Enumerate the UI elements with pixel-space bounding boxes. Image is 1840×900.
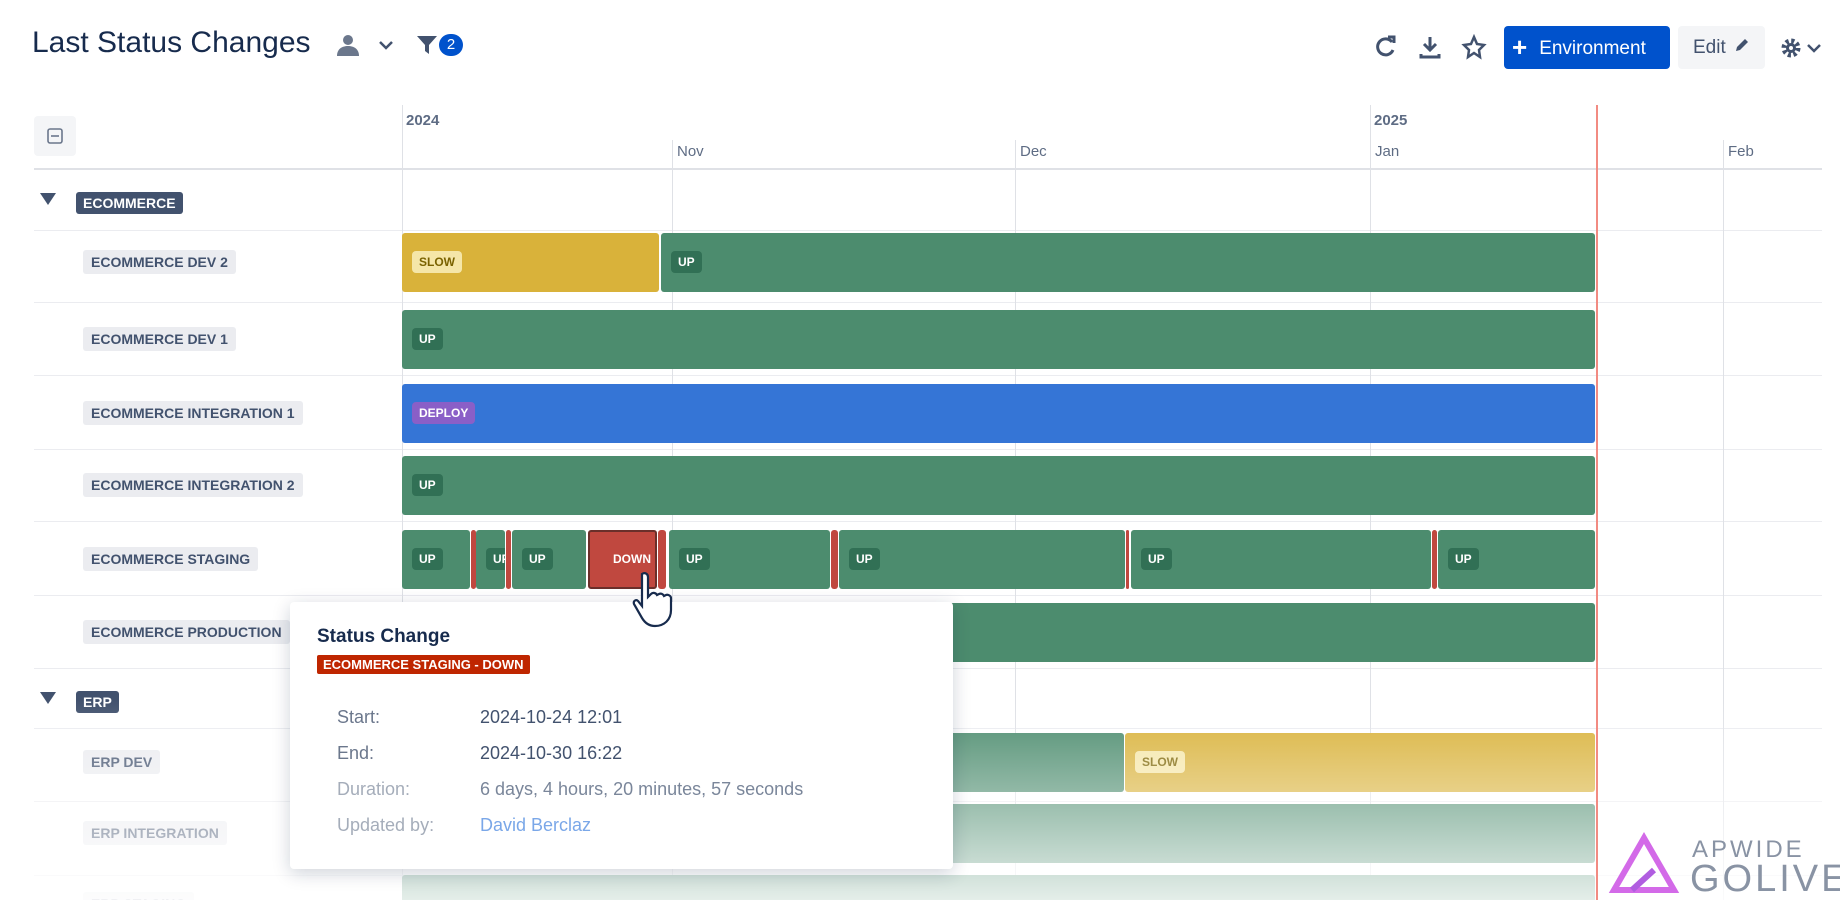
group-label: ECOMMERCE: [76, 192, 183, 214]
month-label: Dec: [1020, 143, 1047, 160]
status-bar[interactable]: [402, 875, 1595, 900]
hand-cursor: [632, 572, 673, 628]
row-label: ERP INTEGRATION: [83, 821, 227, 845]
row-divider: [34, 521, 1822, 522]
settings-icon[interactable]: [1780, 36, 1830, 60]
logo-top: APWIDE: [1692, 836, 1805, 863]
status-bar[interactable]: [1432, 530, 1437, 589]
status-bar[interactable]: SLOW: [402, 233, 659, 292]
status-bar[interactable]: UP: [839, 530, 1125, 589]
status-bar[interactable]: UP: [669, 530, 830, 589]
pencil-icon: [1735, 39, 1748, 51]
logo-bottom: GOLIVE: [1690, 858, 1840, 900]
plus-icon: +: [1512, 32, 1528, 62]
people-icon[interactable]: [332, 32, 402, 60]
row-label: ERP DEV: [83, 750, 161, 774]
filter-count: 2: [439, 34, 463, 56]
year-label: 2025: [1374, 112, 1408, 129]
status-badge: UP: [412, 474, 443, 496]
row-label: ECOMMERCE DEV 2: [83, 250, 236, 274]
field-label: Start:: [337, 707, 381, 727]
status-badge: SLOW: [1135, 751, 1185, 773]
tooltip-tag: ECOMMERCE STAGING - DOWN: [317, 655, 530, 674]
month-label: Nov: [677, 143, 704, 160]
month-line: [1370, 140, 1371, 900]
row-label: ECOMMERCE INTEGRATION 2: [83, 473, 303, 497]
status-badge: UP: [522, 548, 553, 570]
status-badge: UP: [679, 548, 710, 570]
month-label: Feb: [1728, 143, 1754, 160]
tooltip-title: Status Change: [317, 626, 451, 647]
status-bar[interactable]: UP: [1438, 530, 1595, 589]
row-divider: [34, 230, 1822, 231]
status-bar[interactable]: DEPLOY: [402, 384, 1595, 443]
field-value[interactable]: David Berclaz: [480, 815, 592, 835]
status-bar[interactable]: [506, 530, 511, 589]
field-label: Updated by:: [337, 815, 435, 835]
row-label: ECOMMERCE INTEGRATION 1: [83, 401, 303, 425]
status-bar[interactable]: UP: [402, 310, 1595, 369]
row-label: ERP STAGING: [83, 892, 195, 900]
group-toggle[interactable]: [40, 193, 56, 205]
status-bar[interactable]: [471, 530, 476, 589]
edit-label: Edit: [1693, 37, 1726, 58]
month-line: [672, 140, 673, 900]
header-divider: [34, 168, 1822, 170]
status-bar[interactable]: UP: [476, 530, 505, 589]
field-label: Duration:: [337, 779, 411, 799]
field-value: 6 days, 4 hours, 20 minutes, 57 seconds: [480, 779, 804, 799]
environment-label: Environment: [1539, 38, 1646, 59]
page-title: Last Status Changes: [32, 26, 311, 59]
status-bar[interactable]: SLOW: [1125, 733, 1595, 792]
field-label: End:: [337, 743, 375, 763]
edit-button[interactable]: Edit: [1678, 26, 1765, 69]
collapse-icon: [47, 128, 63, 144]
status-bar[interactable]: UP: [402, 456, 1595, 515]
row-divider: [34, 595, 1822, 596]
logo-icon: [1608, 832, 1680, 893]
month-line: [1015, 140, 1016, 900]
status-bar[interactable]: [658, 530, 666, 589]
status-badge: UP: [486, 548, 505, 570]
row-label: ECOMMERCE PRODUCTION: [83, 620, 290, 644]
tooltip: Status Change ECOMMERCE STAGING - DOWN S…: [290, 602, 953, 869]
toolbar-icons[interactable]: [1372, 34, 1502, 60]
status-badge: UP: [849, 548, 880, 570]
row-label: ECOMMERCE DEV 1: [83, 327, 236, 351]
status-bar[interactable]: [1126, 530, 1129, 589]
status-badge: UP: [412, 328, 443, 350]
status-bar[interactable]: UP: [661, 233, 1595, 292]
row-label: ECOMMERCE STAGING: [83, 547, 259, 571]
row-divider: [34, 375, 1822, 376]
filter-icon[interactable]: [415, 33, 441, 59]
status-badge: UP: [1141, 548, 1172, 570]
today-line: [1596, 105, 1598, 900]
status-bar[interactable]: [831, 530, 838, 589]
status-badge: SLOW: [412, 251, 462, 273]
field-value: 2024-10-30 16:22: [480, 743, 623, 763]
month-label: Jan: [1375, 143, 1400, 160]
collapse-button[interactable]: [34, 116, 76, 156]
status-badge: UP: [1448, 548, 1479, 570]
status-bar[interactable]: UP: [512, 530, 586, 589]
group-toggle[interactable]: [40, 692, 56, 704]
row-divider: [34, 302, 1822, 303]
field-value: 2024-10-24 12:01: [480, 707, 623, 727]
status-bar[interactable]: UP: [1131, 530, 1431, 589]
status-badge: DEPLOY: [412, 402, 476, 424]
status-bar[interactable]: UP: [402, 530, 470, 589]
month-line: [1723, 140, 1724, 900]
group-label: ERP: [76, 691, 119, 713]
row-divider: [34, 449, 1822, 450]
status-badge: DOWN: [613, 552, 651, 566]
environment-button[interactable]: + Environment: [1504, 26, 1670, 69]
status-badge: UP: [412, 548, 443, 570]
status-badge: UP: [671, 251, 702, 273]
year-label: 2024: [406, 112, 440, 129]
